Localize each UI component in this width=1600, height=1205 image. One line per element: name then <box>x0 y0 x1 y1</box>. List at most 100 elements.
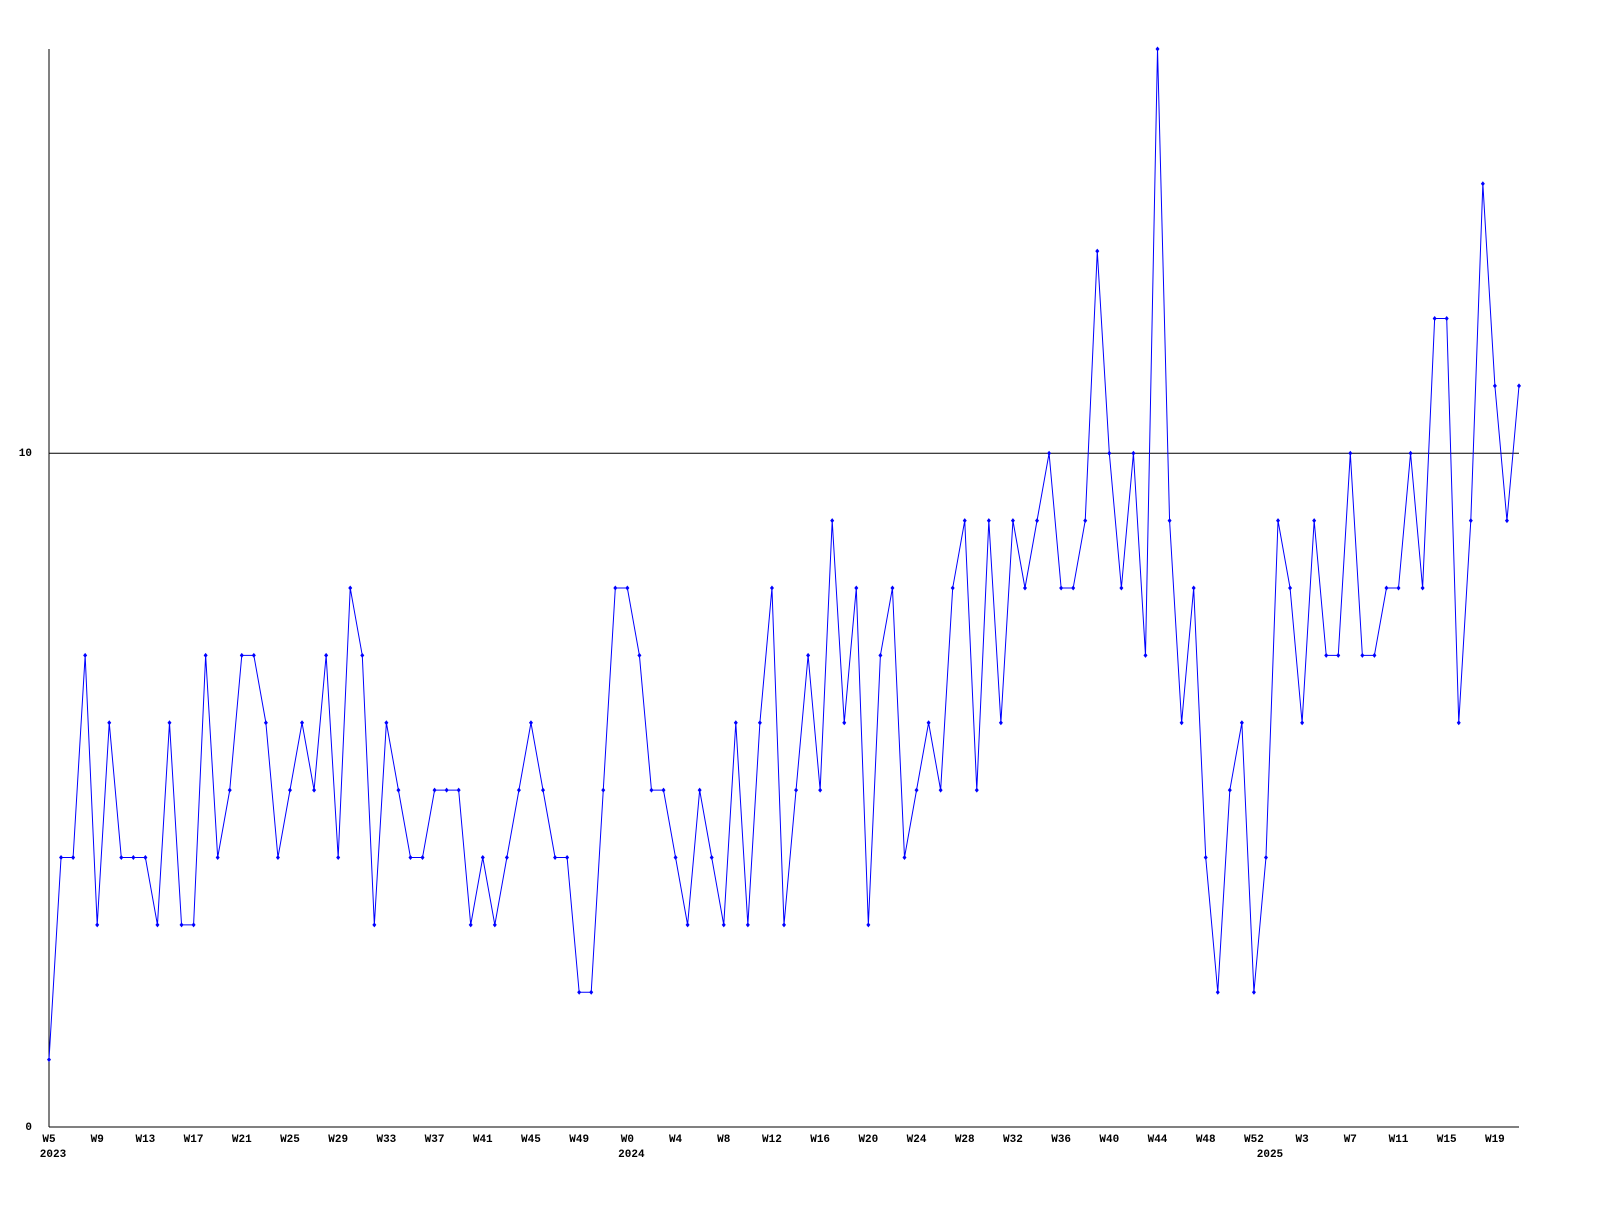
point-marker <box>324 652 329 658</box>
point-marker <box>1480 181 1485 187</box>
point-marker <box>516 787 521 793</box>
x-tick-label: W33 <box>376 1134 396 1146</box>
point-marker <box>914 787 919 793</box>
point-marker <box>1095 248 1100 254</box>
point-marker <box>131 855 136 860</box>
point-marker <box>1035 518 1040 524</box>
point-marker <box>673 855 678 860</box>
x-tick-label: W11 <box>1389 1134 1409 1146</box>
x-tick-label: W3 <box>1296 1134 1310 1146</box>
point-marker <box>1300 720 1305 726</box>
point-marker <box>1215 989 1220 995</box>
point-marker <box>1083 518 1088 524</box>
point-marker <box>107 720 112 726</box>
point-marker <box>601 787 606 793</box>
point-marker <box>878 652 883 658</box>
x-tick-label: W24 <box>907 1134 927 1146</box>
point-marker <box>1372 652 1377 658</box>
point-marker <box>1251 989 1256 995</box>
x-tick-label: W41 <box>473 1134 493 1146</box>
point-marker <box>697 787 702 793</box>
x-tick-label: W8 <box>717 1134 731 1146</box>
x-tick-label: W9 <box>91 1134 104 1146</box>
point-marker <box>372 922 377 928</box>
point-marker <box>974 787 979 793</box>
x-tick-label: W48 <box>1196 1134 1216 1146</box>
point-marker <box>685 922 690 928</box>
x-tick-label: W36 <box>1051 1134 1071 1146</box>
point-marker <box>1143 652 1148 658</box>
point-marker <box>709 855 714 860</box>
point-marker <box>528 720 533 726</box>
x-tick-label: W0 <box>621 1134 634 1146</box>
point-marker <box>541 787 546 793</box>
point-marker <box>492 922 497 928</box>
point-marker <box>721 922 726 928</box>
point-marker <box>179 922 184 928</box>
point-marker <box>1263 855 1268 860</box>
point-marker <box>782 922 786 928</box>
point-marker <box>577 989 582 995</box>
x-tick-label: W29 <box>328 1134 348 1146</box>
x-tick-label: W52 <box>1244 1134 1264 1146</box>
point-marker <box>986 518 991 524</box>
point-marker <box>1517 383 1521 389</box>
x-year-label: 2024 <box>618 1149 645 1161</box>
point-marker <box>854 585 859 591</box>
x-tick-label: W7 <box>1344 1134 1357 1146</box>
point-marker <box>1047 450 1052 456</box>
x-tick-label: W15 <box>1437 1134 1457 1146</box>
point-marker <box>1324 652 1329 658</box>
point-marker <box>1396 585 1401 591</box>
point-marker <box>1492 383 1497 389</box>
point-marker <box>625 585 630 591</box>
x-tick-label: W49 <box>569 1134 589 1146</box>
point-marker <box>1504 518 1509 524</box>
point-marker <box>155 922 160 928</box>
point-marker <box>1239 720 1244 726</box>
x-tick-label: W45 <box>521 1134 541 1146</box>
point-marker <box>263 720 268 726</box>
point-marker <box>143 855 148 860</box>
x-tick-label: W16 <box>810 1134 830 1146</box>
point-marker <box>71 855 76 860</box>
point-marker <box>842 720 847 726</box>
x-tick-label: W20 <box>858 1134 878 1146</box>
point-marker <box>408 855 413 860</box>
point-marker <box>1420 585 1425 591</box>
point-marker <box>420 855 425 860</box>
point-marker <box>589 989 594 995</box>
point-marker <box>1107 450 1112 456</box>
point-marker <box>1276 518 1281 524</box>
point-marker <box>227 787 232 793</box>
point-marker <box>336 855 341 860</box>
point-marker <box>83 652 88 658</box>
point-marker <box>47 1057 51 1063</box>
x-tick-label: W37 <box>425 1134 445 1146</box>
point-marker <box>215 855 220 860</box>
point-marker <box>661 787 666 793</box>
point-marker <box>1010 518 1015 524</box>
x-tick-label: W28 <box>955 1134 975 1146</box>
x-tick-label: W44 <box>1148 1134 1168 1146</box>
point-marker <box>926 720 931 726</box>
series-line <box>48 48 1520 1060</box>
point-marker <box>818 787 823 793</box>
point-marker <box>962 518 967 524</box>
point-marker <box>565 855 570 860</box>
point-marker <box>794 787 799 793</box>
point-marker <box>1191 585 1196 591</box>
point-marker <box>1071 585 1076 591</box>
y-tick-label: 10 <box>19 448 32 460</box>
point-marker <box>1119 585 1124 591</box>
y-tick-label: 0 <box>25 1122 32 1134</box>
point-marker <box>745 922 750 928</box>
point-marker <box>1444 316 1449 321</box>
point-marker <box>890 585 895 591</box>
point-marker <box>938 787 943 793</box>
point-marker <box>950 585 955 591</box>
point-marker <box>1432 316 1437 321</box>
point-marker <box>613 585 618 591</box>
point-marker <box>456 787 461 793</box>
